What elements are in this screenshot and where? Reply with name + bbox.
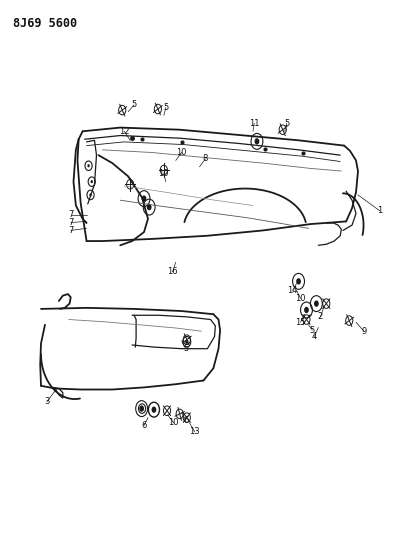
Text: 8: 8 bbox=[203, 155, 208, 164]
Text: 5: 5 bbox=[183, 344, 188, 353]
Circle shape bbox=[91, 180, 93, 183]
Circle shape bbox=[152, 407, 156, 413]
Text: 5: 5 bbox=[163, 103, 168, 112]
Text: 10: 10 bbox=[295, 294, 306, 303]
Text: 6: 6 bbox=[183, 416, 188, 425]
Circle shape bbox=[89, 193, 92, 197]
Text: 7: 7 bbox=[68, 226, 73, 235]
Text: 6: 6 bbox=[141, 421, 147, 430]
Circle shape bbox=[296, 278, 301, 285]
Text: 7: 7 bbox=[68, 210, 73, 219]
Text: 4: 4 bbox=[312, 332, 317, 341]
Circle shape bbox=[87, 164, 90, 167]
Text: 5: 5 bbox=[310, 326, 315, 335]
Circle shape bbox=[255, 138, 259, 144]
Text: 2: 2 bbox=[318, 312, 323, 321]
Text: 16: 16 bbox=[167, 268, 178, 276]
Text: 11: 11 bbox=[249, 119, 259, 128]
Text: 5: 5 bbox=[284, 119, 289, 128]
Circle shape bbox=[304, 307, 309, 313]
Text: 10: 10 bbox=[176, 148, 187, 157]
Text: 8J69 5600: 8J69 5600 bbox=[13, 17, 77, 30]
Text: 9: 9 bbox=[361, 327, 367, 336]
Text: 5: 5 bbox=[132, 100, 137, 109]
Text: 13: 13 bbox=[190, 427, 200, 437]
Text: 10: 10 bbox=[168, 418, 179, 427]
Text: 14: 14 bbox=[287, 286, 298, 295]
Text: 1: 1 bbox=[377, 206, 382, 215]
Circle shape bbox=[139, 406, 144, 412]
Text: 10: 10 bbox=[158, 169, 169, 178]
Circle shape bbox=[185, 340, 188, 344]
Text: 12: 12 bbox=[119, 127, 129, 136]
Circle shape bbox=[142, 196, 146, 202]
Circle shape bbox=[147, 204, 152, 211]
Text: 7: 7 bbox=[68, 218, 73, 227]
Text: 3: 3 bbox=[44, 397, 49, 406]
Text: 15: 15 bbox=[295, 318, 306, 327]
Circle shape bbox=[314, 301, 319, 307]
